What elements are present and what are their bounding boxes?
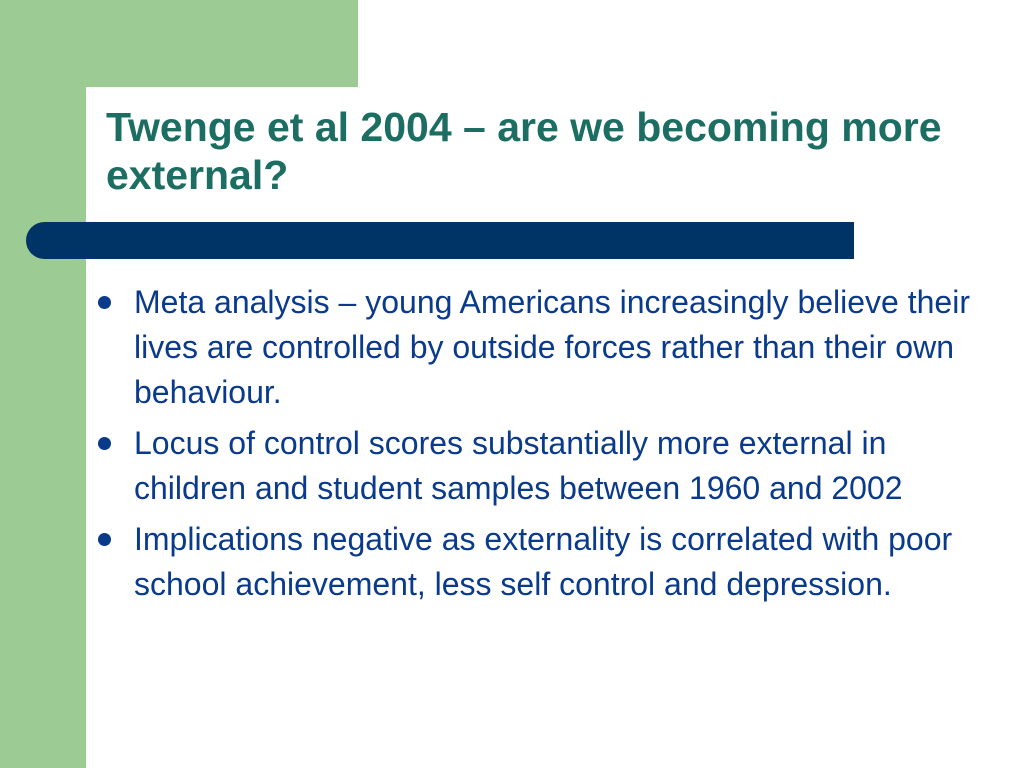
green-corner-block [0, 0, 358, 87]
bullet-dot-icon [98, 437, 111, 450]
bullet-list: Meta analysis – young Americans increasi… [96, 280, 976, 613]
bullet-item: Meta analysis – young Americans increasi… [96, 280, 976, 415]
bullet-text: Meta analysis – young Americans increasi… [134, 284, 970, 410]
bullet-dot-icon [98, 533, 111, 546]
bullet-item: Implications negative as externality is … [96, 517, 976, 607]
green-side-strip [0, 0, 86, 768]
slide-title: Twenge et al 2004 – are we becoming more… [106, 104, 942, 198]
title-divider-bar [26, 222, 854, 259]
bullet-dot-icon [98, 296, 111, 309]
bullet-text: Implications negative as externality is … [134, 521, 953, 602]
bullet-text: Locus of control scores substantially mo… [134, 425, 903, 506]
bullet-item: Locus of control scores substantially mo… [96, 421, 976, 511]
title-panel [86, 87, 1024, 768]
